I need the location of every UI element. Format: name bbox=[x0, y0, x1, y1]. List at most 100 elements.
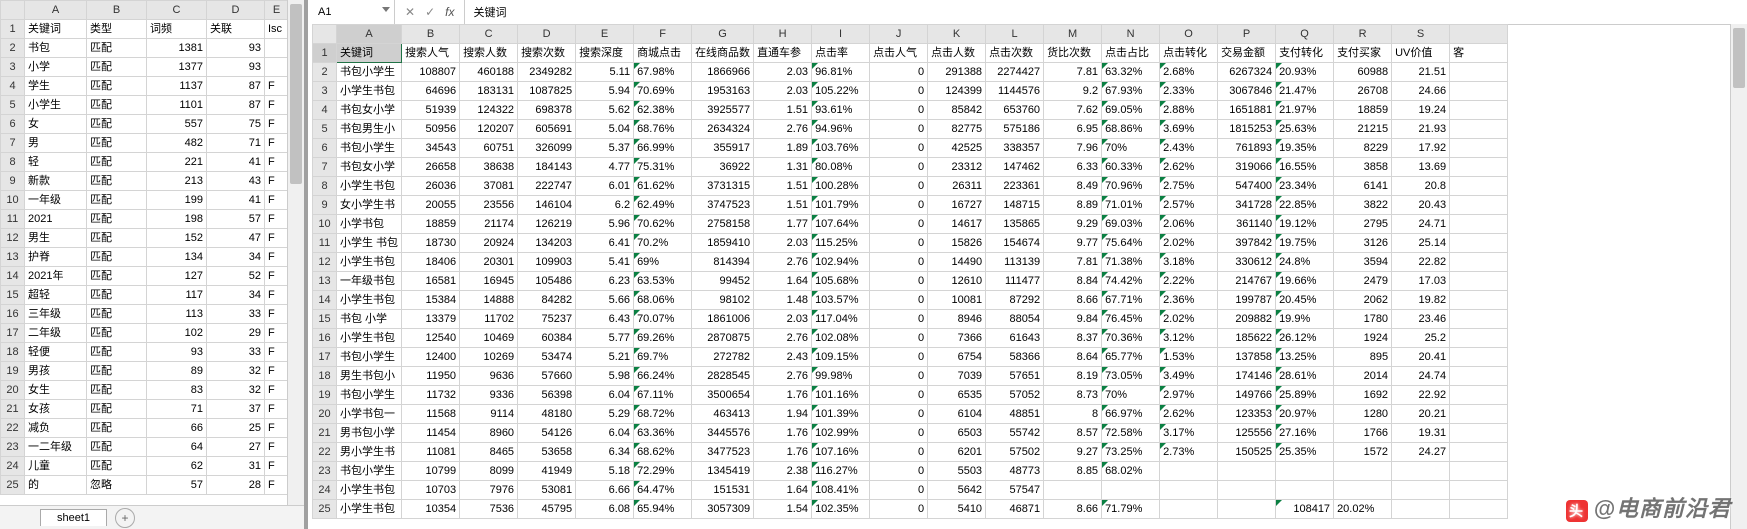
cell-M21[interactable]: 8.57 bbox=[1044, 424, 1102, 443]
cell-H13[interactable]: 1.64 bbox=[754, 272, 812, 291]
cell-C15[interactable]: 117 bbox=[147, 286, 207, 305]
name-box[interactable]: A1 bbox=[312, 0, 395, 24]
cell-C12[interactable]: 20301 bbox=[460, 253, 518, 272]
cell-X17[interactable] bbox=[1450, 348, 1508, 367]
cell-D7[interactable]: 184143 bbox=[518, 158, 576, 177]
cell-C12[interactable]: 152 bbox=[147, 229, 207, 248]
cell-C4[interactable]: 1137 bbox=[147, 77, 207, 96]
cell-B18[interactable]: 匹配 bbox=[87, 343, 147, 362]
fx-icon[interactable]: fx bbox=[445, 5, 454, 19]
cell-Q1[interactable]: 支付转化 bbox=[1276, 44, 1334, 63]
col-header-M[interactable]: M bbox=[1044, 25, 1102, 44]
cell-R14[interactable]: 2062 bbox=[1334, 291, 1392, 310]
cell-S8[interactable]: 20.8 bbox=[1392, 177, 1450, 196]
cell-D23[interactable]: 27 bbox=[207, 438, 265, 457]
cell-L4[interactable]: 653760 bbox=[986, 101, 1044, 120]
cell-A8[interactable]: 轻 bbox=[25, 153, 87, 172]
cell-R1[interactable]: 支付买家 bbox=[1334, 44, 1392, 63]
row-header-15[interactable]: 15 bbox=[1, 286, 25, 305]
cell-P7[interactable]: 319066 bbox=[1218, 158, 1276, 177]
cell-E4[interactable]: 5.62 bbox=[576, 101, 634, 120]
formula-input[interactable]: 关键词 bbox=[465, 0, 1747, 24]
cell-B21[interactable]: 匹配 bbox=[87, 400, 147, 419]
cell-D25[interactable]: 45795 bbox=[518, 500, 576, 519]
cell-L10[interactable]: 135865 bbox=[986, 215, 1044, 234]
cell-S17[interactable]: 20.41 bbox=[1392, 348, 1450, 367]
cell-L17[interactable]: 58366 bbox=[986, 348, 1044, 367]
cell-X6[interactable] bbox=[1450, 139, 1508, 158]
cell-A7[interactable]: 书包女小学 bbox=[337, 158, 402, 177]
cell-S10[interactable]: 24.71 bbox=[1392, 215, 1450, 234]
table-row[interactable]: 12小学生书包18406203011099035.4169%8143942.76… bbox=[313, 253, 1508, 272]
cell-M11[interactable]: 9.77 bbox=[1044, 234, 1102, 253]
table-row[interactable]: 19男孩匹配8932F bbox=[1, 362, 289, 381]
row-header-9[interactable]: 9 bbox=[1, 172, 25, 191]
cell-R16[interactable]: 1924 bbox=[1334, 329, 1392, 348]
col-header-A[interactable]: A bbox=[337, 25, 402, 44]
row-header-14[interactable]: 14 bbox=[1, 267, 25, 286]
table-row[interactable]: 15书包 小学1337911702752376.4370.07%18610062… bbox=[313, 310, 1508, 329]
cell-E12[interactable]: 5.41 bbox=[576, 253, 634, 272]
cell-G18[interactable]: 2828545 bbox=[692, 367, 754, 386]
cell-R18[interactable]: 2014 bbox=[1334, 367, 1392, 386]
cell-B12[interactable]: 匹配 bbox=[87, 229, 147, 248]
table-row[interactable]: 2书包小学生10880746018823492825.1167.98%18669… bbox=[313, 63, 1508, 82]
cell-S15[interactable]: 23.46 bbox=[1392, 310, 1450, 329]
cell-P19[interactable]: 149766 bbox=[1218, 386, 1276, 405]
cell-R13[interactable]: 2479 bbox=[1334, 272, 1392, 291]
cell-K20[interactable]: 6104 bbox=[928, 405, 986, 424]
cell-K12[interactable]: 14490 bbox=[928, 253, 986, 272]
row-header-7[interactable]: 7 bbox=[1, 134, 25, 153]
cell-F4[interactable]: 62.38% bbox=[634, 101, 692, 120]
cell-L12[interactable]: 113139 bbox=[986, 253, 1044, 272]
row-header-6[interactable]: 6 bbox=[1, 115, 25, 134]
cell-J13[interactable]: 0 bbox=[870, 272, 928, 291]
cell-F20[interactable]: 68.72% bbox=[634, 405, 692, 424]
cell-I24[interactable]: 108.41% bbox=[812, 481, 870, 500]
cell-D16[interactable]: 60384 bbox=[518, 329, 576, 348]
cell-F14[interactable]: 68.06% bbox=[634, 291, 692, 310]
cell-E16[interactable]: 5.77 bbox=[576, 329, 634, 348]
cell-Q10[interactable]: 19.12% bbox=[1276, 215, 1334, 234]
cell-D24[interactable]: 53081 bbox=[518, 481, 576, 500]
cell-J4[interactable]: 0 bbox=[870, 101, 928, 120]
cell-O21[interactable]: 3.17% bbox=[1160, 424, 1218, 443]
col-header-N[interactable]: N bbox=[1102, 25, 1160, 44]
cell-J12[interactable]: 0 bbox=[870, 253, 928, 272]
cell-E20[interactable]: 5.29 bbox=[576, 405, 634, 424]
cell-H3[interactable]: 2.03 bbox=[754, 82, 812, 101]
cell-C8[interactable]: 37081 bbox=[460, 177, 518, 196]
col-header-P[interactable]: P bbox=[1218, 25, 1276, 44]
cell-S23[interactable] bbox=[1392, 462, 1450, 481]
cell-E2[interactable]: 5.11 bbox=[576, 63, 634, 82]
cell-A10[interactable]: 小学书包 bbox=[337, 215, 402, 234]
cell-K16[interactable]: 7366 bbox=[928, 329, 986, 348]
cell-C13[interactable]: 16945 bbox=[460, 272, 518, 291]
row-header-19[interactable]: 19 bbox=[1, 362, 25, 381]
cell-Q20[interactable]: 20.97% bbox=[1276, 405, 1334, 424]
table-row[interactable]: 15超轻匹配11734F bbox=[1, 286, 289, 305]
cell-C7[interactable]: 482 bbox=[147, 134, 207, 153]
cell-B11[interactable]: 匹配 bbox=[87, 210, 147, 229]
cell-O8[interactable]: 2.75% bbox=[1160, 177, 1218, 196]
cell-D24[interactable]: 31 bbox=[207, 457, 265, 476]
cell-O18[interactable]: 3.49% bbox=[1160, 367, 1218, 386]
cell-B15[interactable]: 匹配 bbox=[87, 286, 147, 305]
table-row[interactable]: 17书包小学生1240010269534745.2169.7%2727822.4… bbox=[313, 348, 1508, 367]
cell-J3[interactable]: 0 bbox=[870, 82, 928, 101]
cell-C22[interactable]: 8465 bbox=[460, 443, 518, 462]
cell-E24[interactable]: 6.66 bbox=[576, 481, 634, 500]
cell-N24[interactable] bbox=[1102, 481, 1160, 500]
cell-R7[interactable]: 3858 bbox=[1334, 158, 1392, 177]
cell-E10[interactable]: F bbox=[265, 191, 289, 210]
cell-L11[interactable]: 154674 bbox=[986, 234, 1044, 253]
cell-J17[interactable]: 0 bbox=[870, 348, 928, 367]
cell-A20[interactable]: 女生 bbox=[25, 381, 87, 400]
cell-E13[interactable]: F bbox=[265, 248, 289, 267]
col-header-extra[interactable] bbox=[1450, 25, 1508, 44]
cell-S3[interactable]: 24.66 bbox=[1392, 82, 1450, 101]
cell-S25[interactable] bbox=[1392, 500, 1450, 519]
cell-C10[interactable]: 199 bbox=[147, 191, 207, 210]
cell-I3[interactable]: 105.22% bbox=[812, 82, 870, 101]
cell-R8[interactable]: 6141 bbox=[1334, 177, 1392, 196]
